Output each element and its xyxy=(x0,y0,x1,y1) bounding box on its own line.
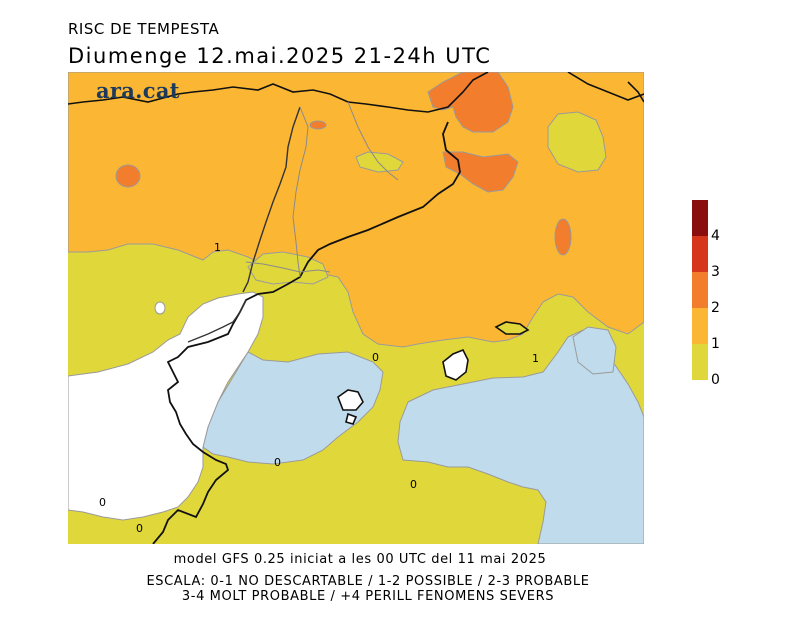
scale-description-2: 3-4 MOLT PROBABLE / +4 PERILL FENOMENS S… xyxy=(181,589,555,604)
contour-label-0-e: 0 xyxy=(136,522,143,535)
risk-zone-below-0-south xyxy=(397,329,644,544)
risk-zone-2-3-west xyxy=(115,164,141,188)
scale-description-1: ESCALA: 0-1 NO DESCARTABLE / 1-2 POSSIBL… xyxy=(146,574,590,589)
island-formentera xyxy=(345,412,358,425)
border-east xyxy=(567,72,644,101)
risk-zone-0-1-east xyxy=(547,111,607,173)
legend-swatch-0-1 xyxy=(692,344,708,380)
legend-tick-0: 0 xyxy=(711,372,720,388)
legend-swatch-3-4 xyxy=(692,236,708,272)
region-border-1 xyxy=(292,106,309,278)
model-info: model GFS 0.25 iniciat a les 00 UTC del … xyxy=(173,552,547,567)
risk-zone-below-0-east xyxy=(572,326,617,375)
risk-legend xyxy=(692,200,708,380)
risk-zone-0-1-inland xyxy=(247,251,329,285)
contour-label-1-west: 1 xyxy=(214,241,221,254)
contour-label-0-d: 0 xyxy=(99,496,106,509)
contour-label-0-c: 0 xyxy=(410,478,417,491)
legend-tick-4: 4 xyxy=(711,228,720,244)
island-mallorca xyxy=(442,348,469,381)
risk-zone-2-3-sea xyxy=(554,218,572,256)
contour-label-1-east: 1 xyxy=(532,352,539,365)
no-data-area xyxy=(68,291,264,521)
storm-risk-map: 1 1 0 0 0 0 0 xyxy=(68,72,644,544)
contour-label-0-b: 0 xyxy=(274,456,281,469)
coastline-sardinia xyxy=(627,81,644,103)
legend-tick-3: 3 xyxy=(711,264,720,280)
coastline xyxy=(152,121,461,544)
forecast-time: Diumenge 12.mai.2025 21-24h UTC xyxy=(68,44,492,68)
region-border-2 xyxy=(245,261,331,273)
border-france xyxy=(68,72,489,113)
legend-swatch-4plus xyxy=(692,200,708,236)
no-data-spot xyxy=(154,301,166,315)
island-ibiza xyxy=(337,389,364,411)
risk-zone-2-3-east xyxy=(442,151,519,193)
legend-swatch-1-2 xyxy=(692,308,708,344)
risk-zone-2-3-small xyxy=(309,120,327,130)
contour-label-0-a: 0 xyxy=(372,351,379,364)
chart-title: RISC DE TEMPESTA xyxy=(68,20,220,38)
aracat-logo: ara.cat xyxy=(96,78,180,103)
border-catalonia xyxy=(242,106,301,293)
island-menorca xyxy=(494,321,530,335)
border-aragon xyxy=(187,299,247,343)
region-border-3 xyxy=(347,101,399,181)
legend-swatch-2-3 xyxy=(692,272,708,308)
legend-tick-2: 2 xyxy=(711,300,720,316)
risk-zone-2-3-north xyxy=(427,72,514,133)
risk-zone-1-2 xyxy=(68,72,644,348)
legend-tick-1: 1 xyxy=(711,336,720,352)
